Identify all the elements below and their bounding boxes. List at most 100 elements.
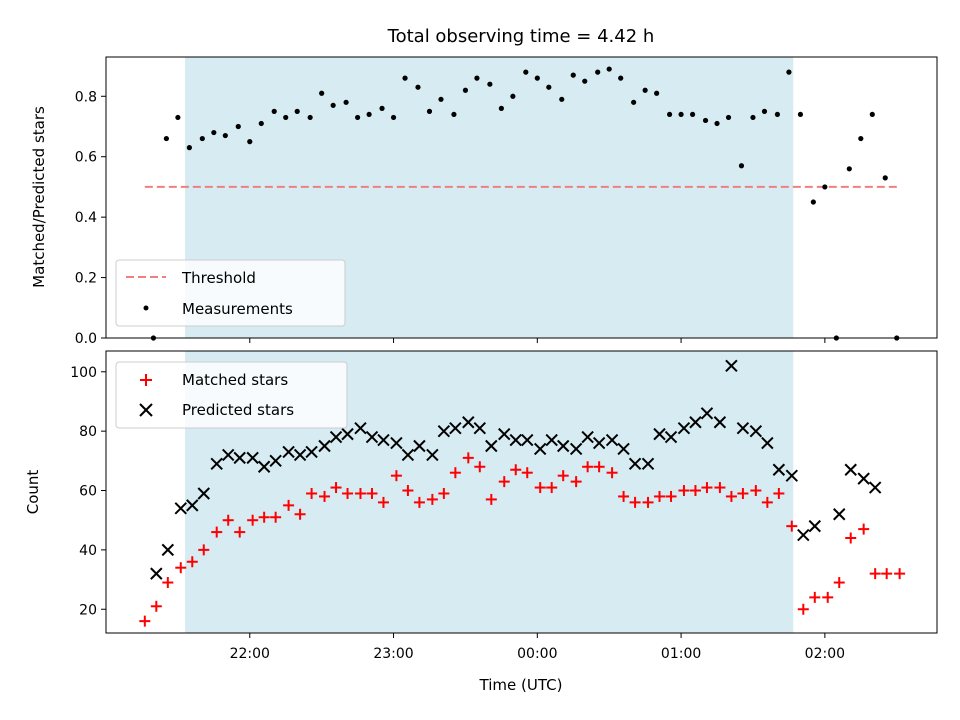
matched-star-point (714, 482, 726, 494)
bottom-legend: Matched stars Predicted stars (115, 361, 348, 429)
matched-star-point (498, 476, 510, 488)
measurement-point (582, 78, 588, 84)
predicted-star-point (233, 451, 246, 465)
measurement-point (882, 175, 888, 181)
matched-star-point (593, 461, 605, 473)
matched-star-point (234, 526, 246, 538)
matched-star-point (247, 514, 259, 526)
predicted-star-point (473, 421, 487, 435)
matched-star-point (654, 490, 666, 502)
matched-star-point (582, 461, 594, 473)
measurement-point (618, 75, 624, 81)
matched-star-point (618, 490, 630, 502)
matched-star-point (570, 476, 582, 488)
matched-star-point (858, 523, 870, 535)
predicted-star-point (725, 359, 738, 373)
bottom-ytick-label-1: 40 (79, 543, 97, 559)
measurement-point (570, 72, 576, 78)
predicted-star-point (772, 463, 786, 476)
predicted-star-point (833, 508, 846, 521)
bottom-ytick-label-2: 60 (79, 484, 97, 500)
top-y-axis-label: Matched/Predicted stars (30, 106, 48, 288)
top-y-ticks: 0.0 0.2 0.4 0.6 0.8 (75, 89, 106, 347)
predicted-star-point (390, 436, 403, 450)
top-ytick-label-2: 0.4 (75, 210, 97, 226)
measurement-point (175, 114, 181, 121)
predicted-star-point (150, 567, 163, 580)
legend-predicted-swatch (139, 403, 153, 417)
measurement-point (510, 93, 516, 99)
legend-threshold-label: Threshold (181, 269, 256, 287)
matched-star-point (270, 511, 282, 523)
predicted-star-point (617, 442, 630, 456)
top-axes-frame (105, 56, 938, 339)
predicted-star-point (509, 433, 522, 447)
predicted-star-point (521, 433, 534, 447)
x-axis-label: Time (UTC) (479, 676, 563, 694)
measurement-point (774, 111, 781, 118)
measurement-point (319, 90, 325, 96)
matched-star-point (449, 467, 461, 479)
predicted-star-point (210, 457, 223, 471)
x-tick-label-1: 23:00 (373, 646, 413, 662)
measurement-point (294, 108, 300, 114)
measurement-point (307, 114, 313, 121)
measurement-point (606, 66, 612, 72)
measurement-point (846, 166, 852, 172)
predicted-star-point (498, 427, 511, 441)
matched-star-point (175, 562, 187, 574)
bottom-ytick-label-4: 100 (70, 365, 97, 381)
predicted-star-point (365, 430, 379, 444)
measurement-point (858, 135, 864, 142)
predicted-star-point (354, 421, 367, 435)
matched-star-point (809, 591, 821, 603)
measurement-point (750, 114, 756, 121)
predicted-stars-points (150, 359, 882, 580)
predicted-star-point (785, 469, 798, 482)
predicted-star-point (641, 457, 655, 471)
matched-star-point (510, 464, 522, 476)
bottom-y-axis-label: Count (24, 470, 42, 515)
matched-star-point (642, 496, 654, 508)
measurement-point (402, 75, 408, 81)
matched-star-point (426, 493, 438, 505)
matched-star-point (822, 591, 834, 603)
matched-star-point (737, 487, 749, 499)
predicted-star-point (592, 436, 606, 450)
matched-star-point (833, 577, 845, 589)
predicted-star-point (797, 528, 810, 542)
matched-star-point (534, 482, 546, 494)
matched-star-point (786, 520, 798, 532)
predicted-star-point (844, 463, 857, 476)
matched-star-point (150, 600, 162, 612)
matched-star-point (869, 568, 881, 580)
measurement-point (186, 145, 192, 151)
matched-star-point (629, 496, 641, 508)
predicted-star-point (628, 457, 642, 471)
predicted-star-point (246, 451, 259, 465)
measurement-point (163, 135, 169, 142)
matched-star-point (342, 487, 354, 499)
matched-star-point (377, 496, 389, 508)
matched-star-point (485, 493, 497, 505)
bottom-ytick-label-0: 20 (79, 602, 97, 618)
predicted-star-point (293, 448, 307, 462)
predicted-star-point (689, 416, 702, 429)
predicted-star-point (713, 416, 727, 429)
matched-star-point (750, 485, 762, 497)
predicted-star-point (556, 439, 570, 453)
measurement-point (822, 184, 828, 190)
predicted-star-point (161, 543, 175, 557)
predicted-star-point (426, 448, 439, 462)
matched-stars-points (139, 452, 906, 627)
matched-star-point (474, 461, 486, 473)
predicted-star-point (677, 421, 691, 435)
top-x-ticks (249, 338, 826, 343)
measurement-point (869, 111, 875, 118)
top-panel: 0.00.20.40.60.8 Matched/Predicted stars … (30, 56, 938, 347)
predicted-star-point (341, 427, 354, 441)
measurement-point (235, 123, 241, 130)
measurement-point (343, 99, 349, 105)
predicted-star-point (808, 519, 822, 533)
top-legend: Threshold Measurements (115, 259, 346, 327)
